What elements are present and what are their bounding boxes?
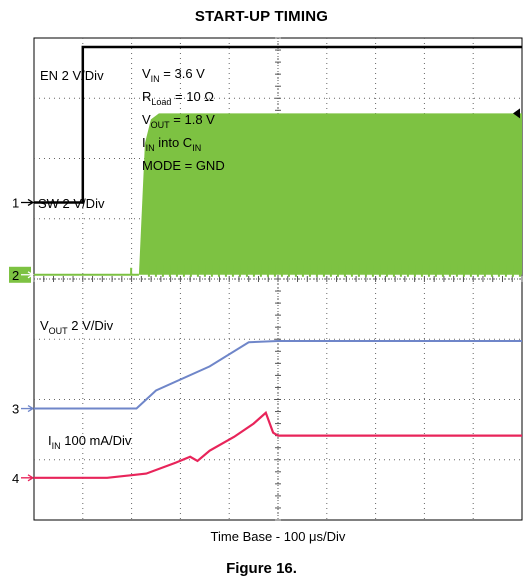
condition-line: RLoad = 10 Ω [142,89,214,107]
chart-title: START-UP TIMING [194,8,329,25]
figure-caption: Figure 16. [226,560,297,577]
channel-arrow [21,404,35,413]
trace-sw-switching [138,113,523,275]
trace-en [34,45,522,204]
channel-arrow [21,271,35,279]
channel-number: 3 [12,402,19,417]
channel-number: 1 [12,195,19,210]
condition-line: MODE = GND [142,158,225,173]
channel-number: 4 [12,471,19,486]
channel-number: 2 [12,268,19,283]
trace-vout [34,340,522,410]
series-label-4: IIN 100 mA/Div [48,433,132,451]
channel-arrow [21,198,35,207]
trace-iin [34,410,522,479]
channel-arrow [21,474,35,482]
series-label-3: VOUT 2 V/Div [40,318,114,336]
x-axis-label: Time Base - 100 μs/Div [211,529,346,544]
condition-line: VIN = 3.6 V [142,66,205,84]
channel-marker-bg [9,266,31,283]
series-label-1: EN 2 V/Div [40,68,104,83]
condition-line: VOUT = 1.8 V [142,112,215,130]
trace-sw-glitch [130,267,133,275]
channel-marker-4: 4 [12,471,35,486]
trigger-marker [513,108,520,119]
channel-marker-2: 2 [9,266,35,283]
condition-line: IIN into CIN [142,135,201,153]
channel-marker-1: 1 [12,195,35,210]
channel-marker-3: 3 [12,402,35,417]
series-label-2: SW 2 V/Div [38,196,105,211]
